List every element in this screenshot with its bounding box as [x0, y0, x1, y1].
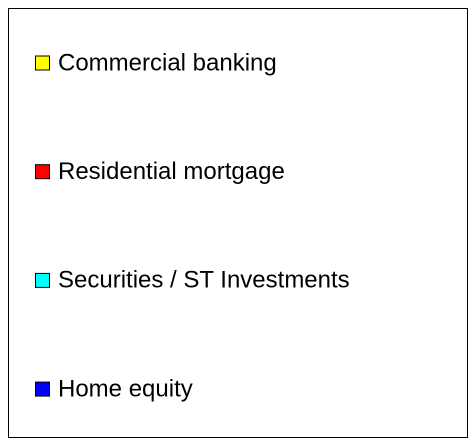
- legend-items: Commercial banking Residential mortgage Se…: [35, 49, 350, 402]
- legend-swatch: [35, 164, 50, 180]
- legend-label: Securities / ST Investments: [58, 267, 350, 294]
- legend-swatch: [35, 381, 50, 397]
- legend-label: Commercial banking: [58, 49, 277, 76]
- legend-border: [8, 8, 468, 438]
- legend-swatch: [35, 272, 50, 288]
- legend-label: Home equity: [58, 375, 193, 402]
- legend-label: Residential mortgage: [58, 158, 285, 185]
- legend-swatch: [35, 55, 50, 71]
